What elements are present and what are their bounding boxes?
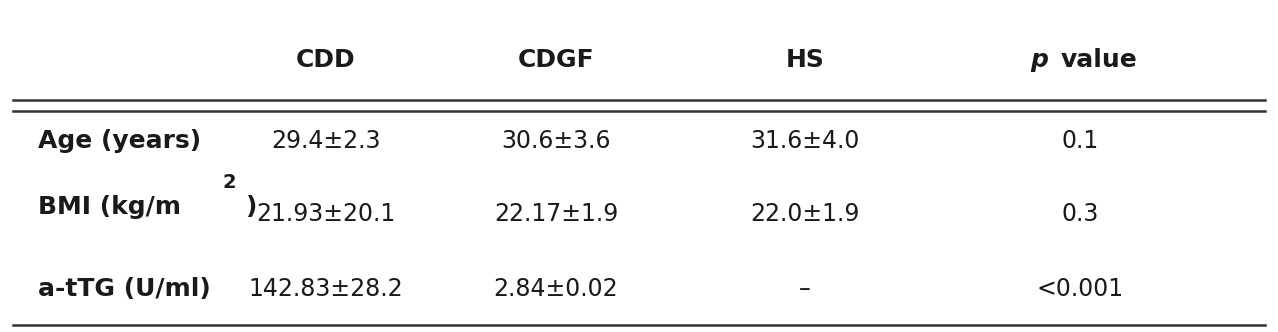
Text: a-tTG (U/ml): a-tTG (U/ml) [38, 277, 211, 301]
Text: 31.6±4.0: 31.6±4.0 [750, 129, 860, 153]
Text: –: – [799, 277, 812, 301]
Text: CDD: CDD [296, 48, 355, 72]
Text: 2: 2 [222, 173, 236, 192]
Text: p: p [1030, 48, 1048, 72]
Text: BMI (kg/m: BMI (kg/m [38, 195, 181, 219]
Text: 142.83±28.2: 142.83±28.2 [249, 277, 403, 301]
Text: 30.6±3.6: 30.6±3.6 [501, 129, 611, 153]
Text: value: value [1061, 48, 1137, 72]
Text: 2.84±0.02: 2.84±0.02 [493, 277, 619, 301]
Text: HS: HS [786, 48, 824, 72]
Text: Age (years): Age (years) [38, 129, 202, 153]
Text: 22.17±1.9: 22.17±1.9 [493, 202, 619, 226]
Text: 22.0±1.9: 22.0±1.9 [750, 202, 860, 226]
Text: ): ) [245, 195, 257, 219]
Text: CDGF: CDGF [518, 48, 594, 72]
Text: 29.4±2.3: 29.4±2.3 [271, 129, 381, 153]
Text: 0.3: 0.3 [1061, 202, 1099, 226]
Text: 21.93±20.1: 21.93±20.1 [257, 202, 395, 226]
Text: <0.001: <0.001 [1036, 277, 1123, 301]
Text: 0.1: 0.1 [1061, 129, 1099, 153]
